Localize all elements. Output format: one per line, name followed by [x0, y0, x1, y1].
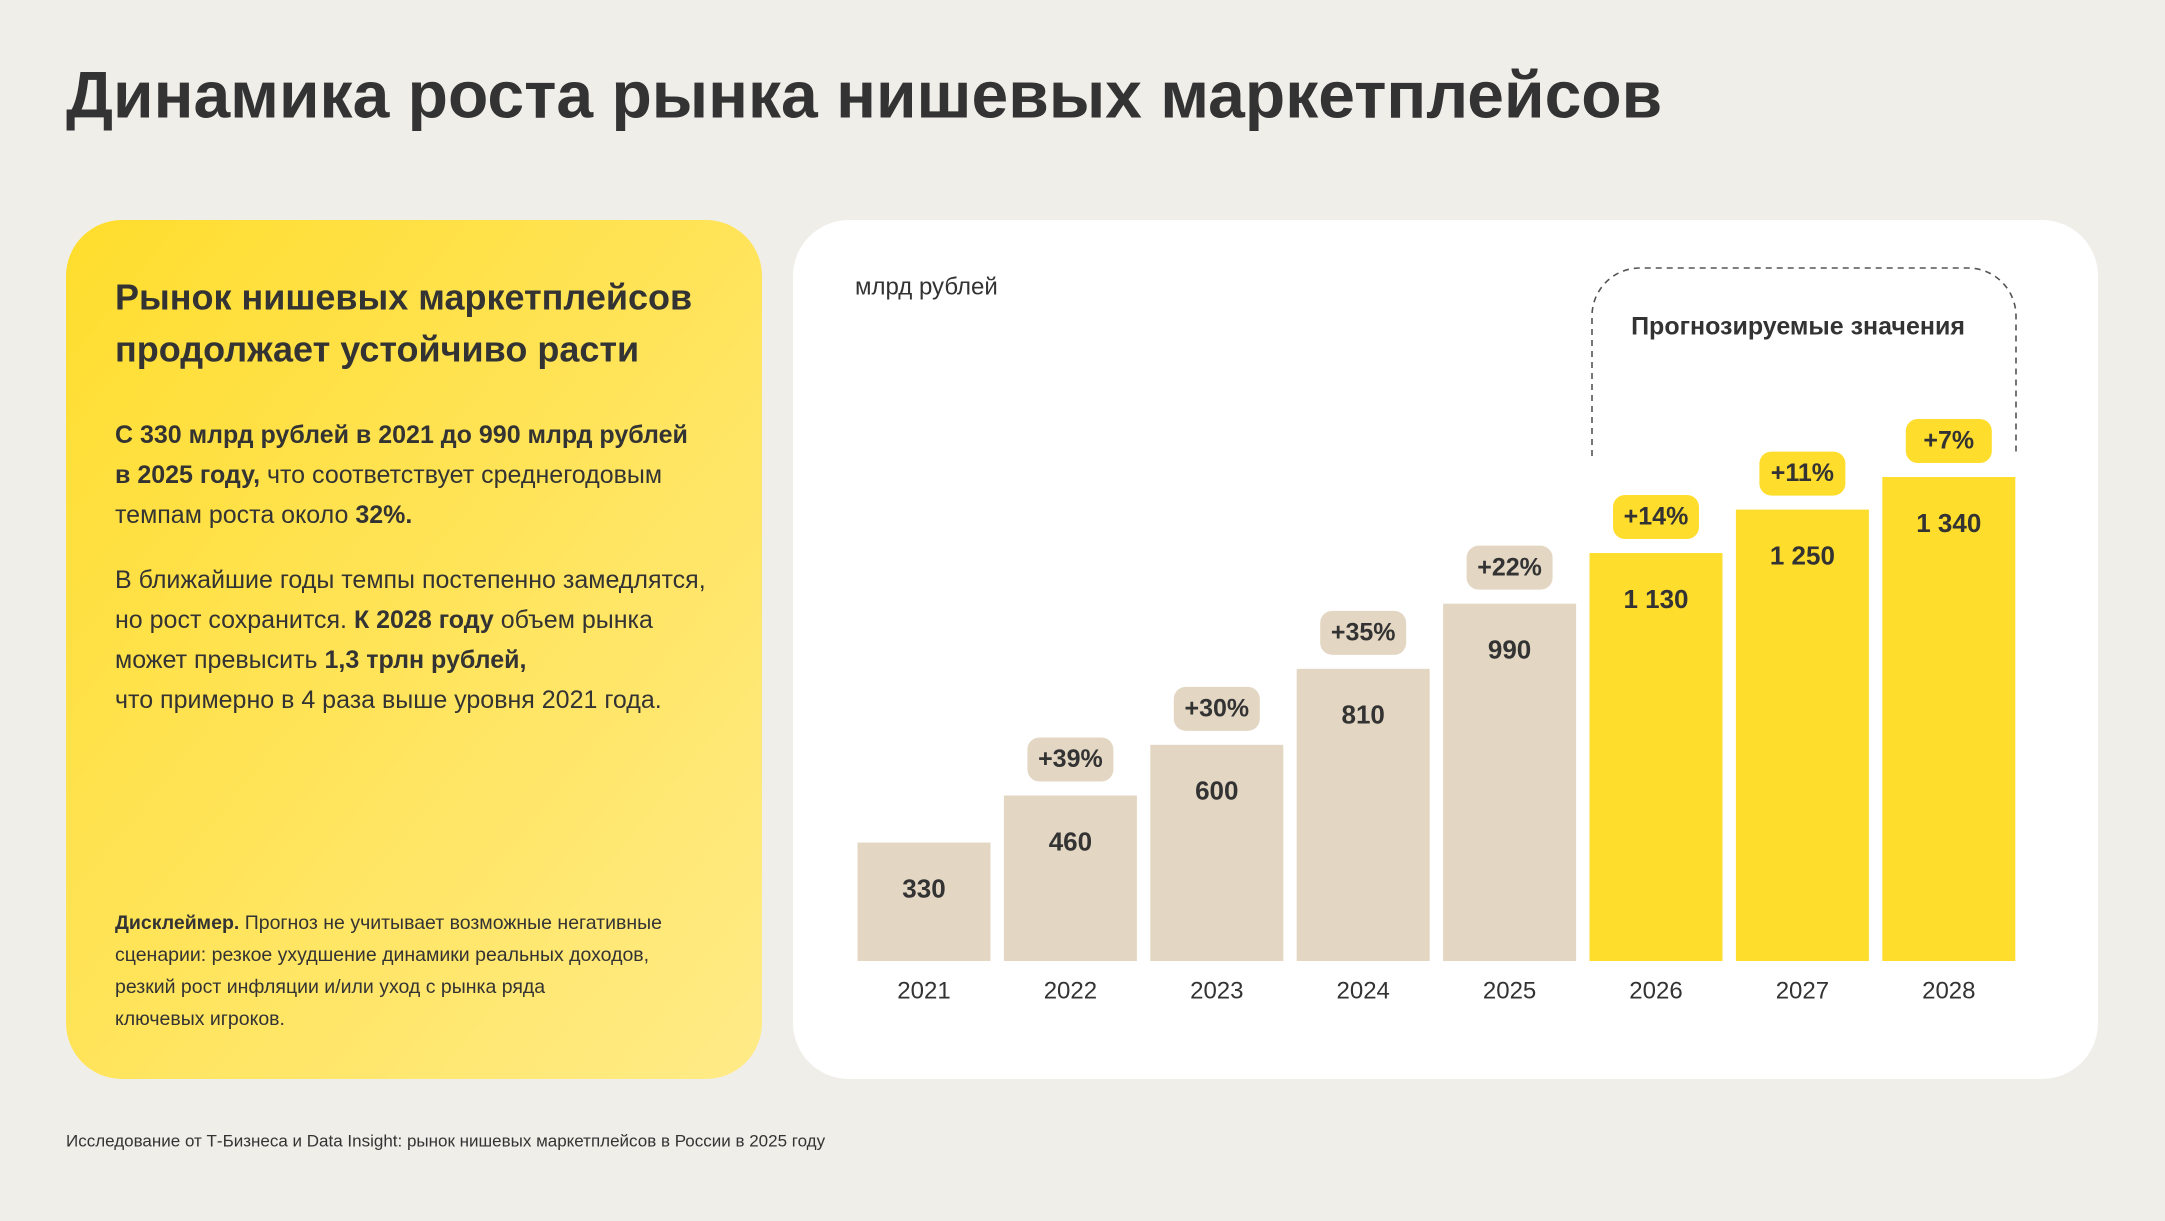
y-axis-label: млрд рублей: [855, 273, 998, 300]
value-label: 460: [1049, 826, 1092, 856]
x-tick-label: 2027: [1776, 977, 1829, 1004]
panel-heading: продолжает устойчиво расти: [115, 329, 639, 370]
growth-label: +14%: [1624, 503, 1689, 531]
bar: [857, 842, 991, 962]
value-label: 810: [1342, 700, 1385, 730]
text-run: но рост сохранится.: [115, 606, 354, 634]
text-line: сценарии: резкое ухудшение динамики реал…: [115, 944, 649, 966]
forecast-label: Прогнозируемые значения: [1631, 313, 1965, 341]
text-card: [66, 220, 762, 1079]
growth-pill: [1027, 737, 1114, 782]
source-note: Исследование от Т-Бизнеса и Data Insight…: [66, 1131, 826, 1150]
text-run: ключевых игроков.: [115, 1008, 285, 1030]
text-line: в 2025 году, что соответствует среднегод…: [115, 461, 662, 489]
bar: [1296, 668, 1430, 962]
text-run: Дисклеймер.: [115, 912, 239, 934]
text-run: что соответствует среднегодовым: [260, 461, 662, 489]
text-line: С 330 млрд рублей в 2021 до 990 млрд руб…: [115, 421, 688, 449]
growth-pill: [1173, 686, 1260, 731]
bar: [1589, 553, 1723, 962]
text-run: С 330 млрд рублей в 2021 до 990 млрд руб…: [115, 421, 688, 449]
text-run: 32%.: [355, 501, 412, 529]
panel-heading: Рынок нишевых маркетплейсов: [115, 277, 692, 318]
text-run: может превысить: [115, 646, 325, 674]
x-tick-label: 2024: [1337, 977, 1390, 1004]
value-label: 1 340: [1916, 508, 1981, 538]
page-title: Динамика роста рынка нишевых маркетплейс…: [66, 57, 1662, 131]
text-line: ключевых игроков.: [115, 1008, 285, 1030]
forecast-frame: [1591, 267, 2017, 456]
bar: [1150, 744, 1284, 962]
value-label: 600: [1195, 776, 1238, 806]
text-run: Прогноз не учитывает возможные негативны…: [239, 912, 662, 934]
growth-pill: [1759, 451, 1846, 496]
growth-pill: [1905, 419, 1992, 463]
text-run: что примерно в 4 раза выше уровня 2021 г…: [115, 686, 662, 714]
bar: [1735, 509, 1869, 962]
x-tick-label: 2026: [1629, 977, 1682, 1004]
text-line: резкий рост инфляции и/или уход с рынка …: [115, 976, 545, 998]
value-label: 1 130: [1623, 584, 1688, 614]
value-label: 990: [1488, 635, 1531, 665]
value-label: 1 250: [1770, 540, 1835, 570]
x-tick-label: 2025: [1483, 977, 1536, 1004]
growth-label: +7%: [1923, 427, 1974, 455]
text-line: В ближайшие годы темпы постепенно замедл…: [115, 566, 706, 594]
x-tick-label: 2022: [1044, 977, 1097, 1004]
growth-pill: [1320, 610, 1407, 655]
text-run: темпам роста около: [115, 501, 355, 529]
text-line: темпам роста около 32%.: [115, 501, 412, 529]
growth-pill: [1613, 495, 1699, 540]
growth-label: +22%: [1477, 553, 1542, 581]
text-run: в 2025 году,: [115, 461, 260, 489]
growth-label: +11%: [1771, 459, 1834, 487]
x-tick-label: 2023: [1190, 977, 1243, 1004]
growth-label: +35%: [1331, 618, 1396, 646]
growth-label: +39%: [1038, 745, 1103, 773]
text-run: К 2028 году: [354, 606, 494, 634]
text-run: В ближайшие годы темпы постепенно замедл…: [115, 566, 706, 594]
text-line: может превысить 1,3 трлн рублей,: [115, 646, 526, 674]
bar: [1003, 795, 1137, 962]
text-run: 1,3 трлн рублей,: [325, 646, 527, 674]
text-run: объем рынка: [494, 606, 653, 634]
x-tick-label: 2021: [897, 977, 950, 1004]
bar: [1882, 477, 2016, 962]
text-run: резкий рост инфляции и/или уход с рынка …: [115, 976, 545, 998]
value-label: 330: [902, 873, 945, 903]
bar: [1443, 603, 1577, 962]
text-line: что примерно в 4 раза выше уровня 2021 г…: [115, 686, 662, 714]
text-line: Дисклеймер. Прогноз не учитывает возможн…: [115, 912, 662, 934]
x-tick-label: 2028: [1922, 977, 1975, 1004]
text-line: но рост сохранится. К 2028 году объем ры…: [115, 606, 653, 634]
text-run: сценарии: резкое ухудшение динамики реал…: [115, 944, 649, 966]
growth-pill: [1466, 545, 1553, 590]
growth-label: +30%: [1184, 694, 1249, 722]
